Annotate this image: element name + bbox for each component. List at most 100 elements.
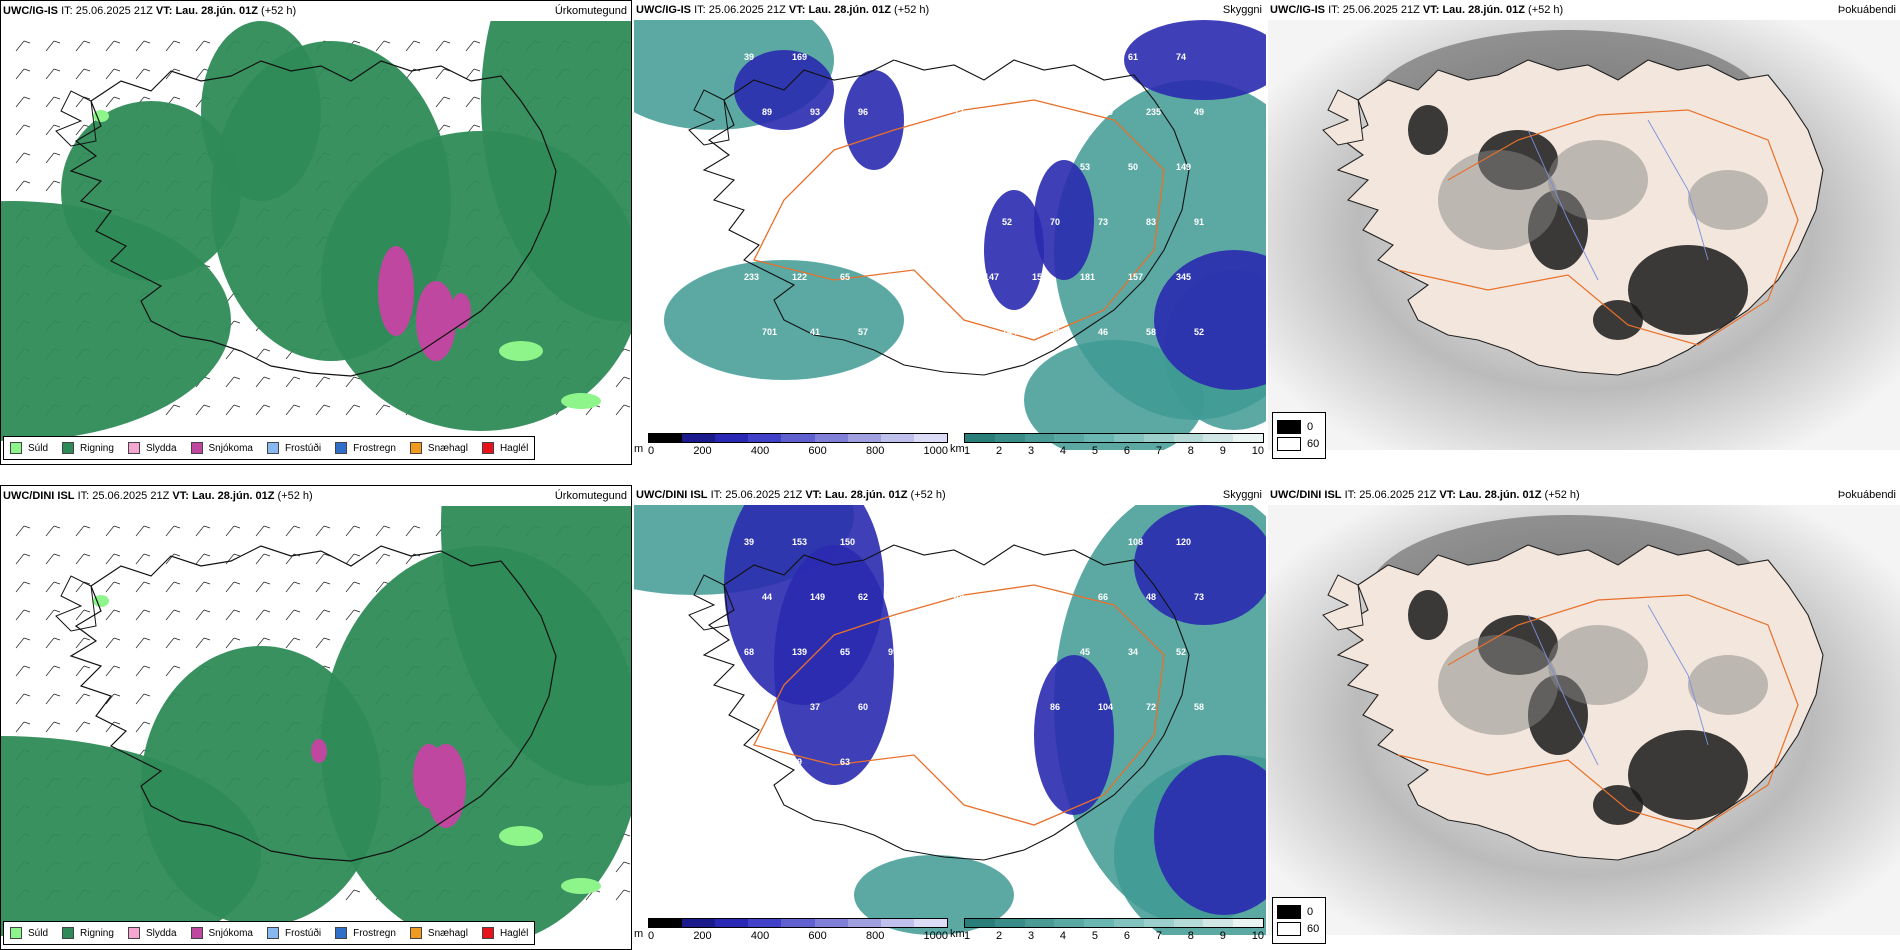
title-valid-label: VT: [1439,489,1456,501]
legend-swatch [335,442,348,454]
ceiling-label: 52 [1176,647,1186,657]
title-lead: (+52 h) [1544,489,1580,501]
wind-barb [615,404,625,416]
coastline [702,544,1190,861]
ceiling-label: 52 [1194,327,1204,337]
colorbar-unit: m [634,443,644,455]
title-run-time: 25.06.2025 21Z [708,4,786,16]
ceiling-label: 150 [840,537,855,547]
legend-label: Slydda [145,927,177,939]
panel-title: UWC/DINI ISL IT: 25.06.2025 21Z VT: Lau.… [636,489,946,501]
wind-barb [105,609,115,621]
ceiling-label: 86 [1050,702,1060,712]
dense-fog-area [1408,590,1448,640]
snow-area [451,293,471,329]
wind-barb [315,376,325,388]
ceiling-label: 446 [906,107,921,117]
legend-label: Haglél [499,927,529,939]
wind-barb [195,404,205,416]
legend-item: Haglél [481,927,529,939]
title-lead: (+52 h) [910,489,946,501]
wind-barb [225,404,235,416]
title-run-time: 25.06.2025 21Z [725,489,803,501]
wind-barb [465,68,475,80]
ceiling-label: 169 [792,52,807,62]
wind-barb [195,40,205,52]
colorbar-tick: 9 [1219,445,1226,457]
product-name: Úrkomutegund [554,490,627,502]
wind-barb [435,68,445,80]
wind-barb [135,68,145,80]
wind-barb [375,525,385,537]
low-cloud-area [1134,505,1266,625]
title-run-label: IT: [694,4,706,16]
fog-map [1268,20,1900,450]
title-valid-time: Lau. 28.jún. 01Z [175,5,258,17]
low-cloud-area [1034,655,1114,815]
title-run-time: 25.06.2025 21Z [1342,4,1420,16]
ceiling-label: 42 [1032,537,1042,547]
wind-barb [15,525,25,537]
wind-barb [135,693,145,705]
wind-barb [135,581,145,593]
wind-barb [75,68,85,80]
colorbar-tick: 6 [1123,445,1130,457]
low-cloud-area [1154,250,1266,390]
wind-barb [315,553,325,565]
dense-fog-area [1628,730,1748,820]
ceiling-label: 41 [1032,647,1042,657]
ceiling-label: 149 [1176,162,1191,172]
colorbar-tick: 7 [1155,445,1162,457]
wind-barb [135,721,145,733]
wind-barb [375,581,385,593]
ceiling-label: 157 [1128,272,1143,282]
wind-barb [135,553,145,565]
title-model: UWC/IG-IS [1270,4,1325,16]
title-model: UWC/DINI ISL [636,489,708,501]
wind-barb [165,665,175,677]
low-cloud-area [1034,160,1094,280]
wind-barb [615,861,625,873]
legend-label: 0 [1307,421,1314,433]
title-valid-time: Lau. 28.jún. 01Z [824,489,908,501]
cloud-map: 39 169 144 176 185 66 39 45 61 74 89 93 96 446 77 219 38… [634,20,1266,450]
wind-barb [135,40,145,52]
title-valid-label: VT: [1422,4,1440,16]
wind-barb [105,665,115,677]
ceiling-label: 89 [792,757,802,767]
ceiling-label: 65 [840,647,850,657]
ceiling-label: 701 [762,327,777,337]
colorbar-unit: km [950,443,965,455]
colorbar-tick: 1 [964,930,971,942]
colorbar-tick: 10 [1251,930,1264,942]
ceiling-label: 93 [810,107,820,117]
wind-barb [435,96,445,108]
wind-barb [165,404,175,416]
wind-barb [405,525,415,537]
legend-item: Frostregn [335,927,396,939]
snow-area [416,281,456,361]
product-name: Skyggni [1222,489,1262,501]
wind-barb [15,581,25,593]
wind-barb [15,609,25,621]
dense-fog-area [1593,785,1643,825]
legend-label: 60 [1307,438,1320,450]
title-run-time: 25.06.2025 21Z [92,490,170,502]
ceiling-label: 53 [1080,162,1090,172]
wind-barb [45,553,55,565]
ceiling-label: 208 [984,162,999,172]
legend-item: Haglél [481,442,528,454]
low-cloud-area [844,70,904,170]
title-valid-time: Lau. 28.jún. 01Z [1458,489,1542,501]
ceiling-label: 39 [744,52,754,62]
wind-barb [315,581,325,593]
wind-barb [15,693,25,705]
wind-barb [255,609,265,621]
ceiling-label: 59 [1050,327,1060,337]
fog-legend: 0 60 [1272,412,1326,459]
low-cloud-area [1154,755,1266,915]
wind-barb [135,525,145,537]
ceiling-label: 44 [762,592,772,602]
panel-title: UWC/DINI ISL IT: 25.06.2025 21Z VT: Lau.… [1270,489,1580,501]
fog-panel: UWC/IG-IS IT: 25.06.2025 21Z VT: Lau. 28… [1268,0,1900,465]
